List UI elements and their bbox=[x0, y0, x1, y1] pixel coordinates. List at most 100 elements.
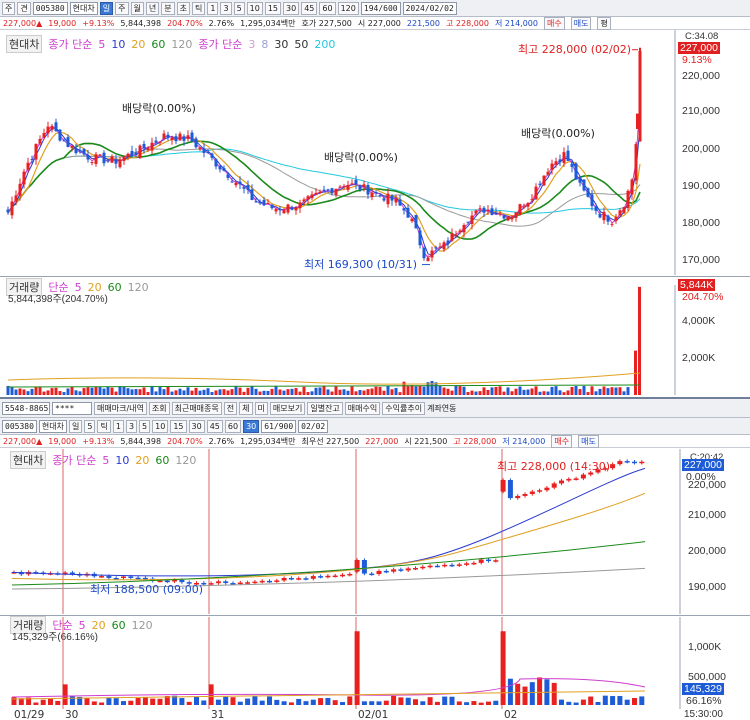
top-pane-divider[interactable] bbox=[0, 276, 750, 277]
top-volume-bar bbox=[370, 388, 374, 395]
low-price: 저 214,000 bbox=[502, 436, 546, 446]
account-btn-8[interactable]: 매매수익 bbox=[344, 401, 381, 415]
ma30-label: 30 bbox=[274, 37, 289, 51]
intraday-price-chart[interactable] bbox=[0, 449, 681, 614]
bottom-toolbar-item-13[interactable]: 30 bbox=[243, 419, 260, 433]
bottom-toolbar-item-10[interactable]: 30 bbox=[188, 419, 205, 433]
account-password[interactable]: **** bbox=[52, 401, 92, 415]
top-toolbar-item-3[interactable]: 현대차 bbox=[69, 1, 98, 15]
top-volume-bar bbox=[198, 390, 202, 395]
top-toolbar-item-7[interactable]: 년 bbox=[145, 1, 160, 15]
sell-button[interactable]: 매도 bbox=[570, 16, 592, 30]
top-volume-bar bbox=[518, 386, 522, 395]
top-candle bbox=[598, 213, 602, 218]
extra-button[interactable]: 평 bbox=[597, 16, 611, 30]
bot-volume-bar bbox=[602, 695, 608, 705]
bot-candle bbox=[128, 576, 134, 578]
account-btn-9[interactable]: 수익률추이 bbox=[382, 401, 426, 415]
top-toolbar-item-8[interactable]: 분 bbox=[161, 1, 175, 15]
top-volume-pct-tag: 204.70% bbox=[682, 291, 724, 303]
account-btn-1[interactable]: 조회 bbox=[148, 401, 170, 415]
top-volume-bar bbox=[510, 391, 514, 395]
bottom-toolbar-item-4[interactable]: 틱 bbox=[97, 419, 111, 433]
account-btn-5[interactable]: 미 bbox=[254, 401, 268, 415]
bottom-toolbar-item-12[interactable]: 60 bbox=[224, 419, 242, 433]
top-toolbar-item-1[interactable]: 견 bbox=[17, 1, 31, 15]
bottom-toolbar-item-11[interactable]: 45 bbox=[206, 419, 223, 433]
bot-volume-bar bbox=[150, 698, 156, 705]
bottom-pct-tag: 0.00% bbox=[686, 471, 716, 483]
bottom-toolbar-item-1[interactable]: 현대차 bbox=[38, 419, 67, 433]
account-btn-3[interactable]: 전 bbox=[223, 401, 238, 415]
account-btn-0[interactable]: 매매마크/내역 bbox=[94, 401, 147, 415]
bot-candle bbox=[639, 461, 645, 464]
top-toolbar-item-10[interactable]: 틱 bbox=[192, 1, 206, 15]
top-candle bbox=[238, 181, 242, 185]
top-toolbar-item-19[interactable]: 120 bbox=[337, 1, 359, 15]
top-toolbar-item-16[interactable]: 30 bbox=[283, 1, 300, 15]
account-link-checkbox[interactable]: 계좌연동 bbox=[427, 403, 457, 413]
top-toolbar-item-18[interactable]: 60 bbox=[319, 1, 336, 15]
bot-candle bbox=[230, 583, 236, 585]
top-toolbar-item-15[interactable]: 15 bbox=[264, 1, 282, 15]
bot-candle bbox=[420, 566, 426, 569]
top-toolbar-item-13[interactable]: 5 bbox=[233, 1, 245, 15]
ma50-label: 50 bbox=[294, 37, 309, 51]
top-volume-bar bbox=[210, 392, 214, 395]
top-volume-bar bbox=[450, 390, 454, 395]
top-toolbar-item-12[interactable]: 3 bbox=[220, 1, 232, 15]
bot-candle bbox=[632, 461, 637, 464]
top-candle bbox=[102, 152, 106, 164]
top-toolbar-item-0[interactable]: 주 bbox=[2, 1, 16, 15]
buy-button[interactable]: 매수 bbox=[551, 434, 573, 448]
top-candle bbox=[166, 134, 170, 138]
top-volume-bar bbox=[294, 388, 298, 395]
bottom-toolbar-item-3[interactable]: 5 bbox=[84, 419, 96, 433]
top-toolbar-item-5[interactable]: 주 bbox=[115, 1, 129, 15]
sell-button[interactable]: 매도 bbox=[578, 434, 599, 448]
bottom-toolbar-item-0[interactable]: 005380 bbox=[2, 419, 37, 433]
bottom-pane-divider[interactable] bbox=[0, 615, 750, 616]
account-number[interactable]: 5548-8865 bbox=[2, 401, 50, 415]
bot-volume-bar bbox=[69, 696, 75, 705]
top-toolbar-item-6[interactable]: 월 bbox=[130, 1, 144, 15]
account-btn-4[interactable]: 체 bbox=[239, 401, 253, 415]
bottom-toolbar-item-14[interactable]: 61/900 bbox=[261, 419, 297, 433]
top-toolbar-item-4[interactable]: 일 bbox=[99, 1, 114, 15]
account-btn-2[interactable]: 최근매매종목 bbox=[171, 401, 222, 415]
top-volume-bar bbox=[42, 391, 46, 395]
bottom-toolbar-item-8[interactable]: 10 bbox=[152, 419, 169, 433]
top-volume-bar bbox=[222, 389, 226, 395]
top-candle bbox=[110, 156, 114, 163]
top-toolbar-item-9[interactable]: 초 bbox=[176, 1, 190, 15]
top-volume-bar bbox=[430, 380, 434, 395]
bottom-time-tag: C:20:42 bbox=[690, 452, 724, 463]
bottom-toolbar-item-6[interactable]: 3 bbox=[125, 419, 138, 433]
bot-price-tick-3: 190,000 bbox=[688, 581, 726, 593]
top-toolbar-item-11[interactable]: 1 bbox=[207, 1, 219, 15]
top-candle bbox=[298, 202, 302, 209]
bottom-toolbar-item-15[interactable]: 02/02 bbox=[298, 419, 329, 433]
buy-button[interactable]: 매수 bbox=[543, 16, 565, 30]
top-toolbar-item-14[interactable]: 10 bbox=[246, 1, 263, 15]
bot-volume-bar bbox=[303, 701, 309, 705]
account-btn-7[interactable]: 일별잔고 bbox=[307, 401, 343, 415]
bottom-toolbar-item-9[interactable]: 15 bbox=[170, 419, 187, 433]
bot-candle bbox=[566, 478, 572, 481]
top-volume-bar bbox=[306, 392, 310, 395]
top-toolbar-item-17[interactable]: 45 bbox=[301, 1, 318, 15]
bottom-toolbar-item-7[interactable]: 5 bbox=[139, 419, 151, 433]
bottom-toolbar-item-5[interactable]: 1 bbox=[112, 419, 124, 433]
top-toolbar-item-2[interactable]: 005380 bbox=[32, 1, 68, 15]
top-candle bbox=[30, 159, 34, 161]
top-toolbar-item-21[interactable]: 2024/02/02 bbox=[402, 1, 457, 15]
daily-price-chart[interactable] bbox=[0, 30, 676, 275]
top-volume-bar bbox=[350, 386, 354, 395]
top-volume-bar bbox=[18, 388, 22, 395]
account-btn-6[interactable]: 매모보기 bbox=[269, 401, 306, 415]
bottom-toolbar-item-2[interactable]: 일 bbox=[69, 419, 83, 433]
top-volume-bar bbox=[326, 389, 330, 395]
top-candle bbox=[66, 137, 70, 148]
top-toolbar-item-20[interactable]: 194/600 bbox=[360, 1, 401, 15]
bot-volume-bar bbox=[500, 631, 506, 705]
